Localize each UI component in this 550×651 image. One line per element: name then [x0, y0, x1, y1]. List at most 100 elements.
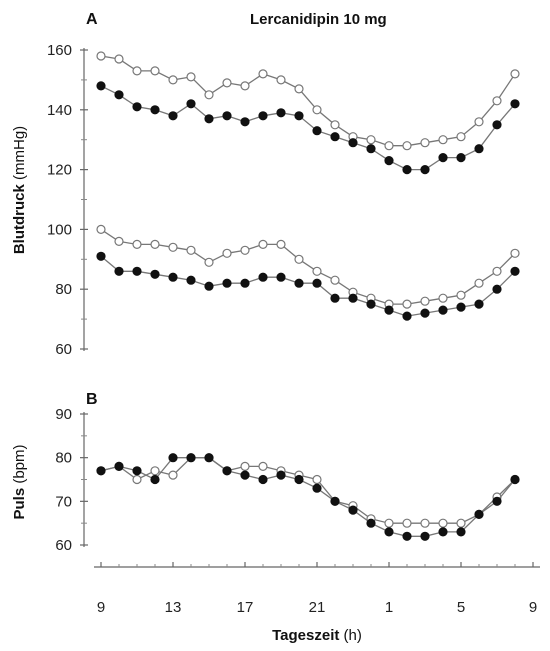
panel-a-series-1-point [168, 111, 178, 121]
panel-a-series-0-line [100, 55, 516, 147]
panel-a-series-0-point [456, 132, 466, 142]
panel-a-series-0-point [474, 117, 484, 127]
panel-a-series-3-point [258, 272, 268, 282]
panel-a-series-1-point [132, 102, 142, 112]
panel-a-series-0-point [186, 72, 196, 82]
panel-a-series-1-point [420, 165, 430, 175]
panel-a-series-2-point [510, 248, 520, 258]
panel-a-series-2-point [168, 242, 178, 252]
panel-b-series-1-point [258, 474, 268, 485]
x-tick-label: 21 [309, 599, 326, 616]
panel-a-series-3-point [438, 305, 448, 315]
panel-a-series-2-point [438, 293, 448, 303]
panel-b-series-1-line [100, 457, 516, 537]
chart-title: Lercanidipin 10 mg [250, 11, 387, 28]
panel-b-series-1-point [474, 509, 484, 520]
panel-a-series-1-point [258, 111, 268, 121]
panel-b-series-1-point [366, 518, 376, 528]
x-tick-label: 9 [529, 599, 537, 616]
panel-a-series-0-point [168, 75, 178, 85]
panel-a-series-0-point [420, 138, 430, 148]
panel-a-series-1-point [474, 144, 484, 154]
panel-a-series-1-point [348, 138, 358, 148]
panel-a-series-3-point [510, 266, 520, 276]
panel-a-series-3-point [366, 299, 376, 309]
panel-a-series-1-point [402, 165, 412, 175]
panel-b-series-1-point [330, 496, 340, 506]
panel-a-series-0-point [258, 69, 268, 79]
panel-a-series-1-point [510, 99, 520, 109]
panel-a-series-3-point [402, 311, 412, 321]
panel-a-series-0-point [222, 78, 232, 88]
panel-a-series-3-point [150, 269, 160, 279]
panel-a-series-3-point [276, 272, 286, 282]
panel-a-series-1-point [150, 105, 160, 115]
panel-a-series-2-point [114, 236, 124, 246]
panel-a-letter: A [86, 11, 98, 28]
panel-b-y-tick-label: 80 [55, 450, 72, 467]
panel-a-series-0-point [366, 135, 376, 145]
panel-a-series-0-point [402, 141, 412, 151]
panel-a-series-3-point [348, 293, 358, 303]
panel-a-series-1-point [96, 81, 106, 91]
panel-b-series-0-point [150, 466, 160, 476]
panel-a-series-0-point [492, 96, 502, 106]
panel-b-series-0-point [132, 474, 142, 485]
panel-a-y-tick-label: 60 [55, 341, 72, 358]
panel-b-series-0-point [402, 518, 412, 528]
panel-b-series-1-point [222, 466, 232, 476]
panel-a-series-2-point [132, 239, 142, 249]
panel-b-ylabel: Puls (bpm) [11, 444, 28, 519]
panel-a-series-3-point [474, 299, 484, 309]
panel-a-series-1-point [294, 111, 304, 121]
panel-b-series-0-point [258, 461, 268, 471]
panel-a-series-0-point [204, 90, 214, 100]
panel-a-series-3-point [240, 278, 250, 288]
panel-a-ylabel: Blutdruck (mmHg) [11, 126, 28, 254]
panel-a-series-0-point [312, 105, 322, 115]
panel-a-series-0-point [384, 141, 394, 151]
panel-b-y-tick-label: 70 [55, 493, 72, 510]
panel-b-series-1-point [276, 470, 286, 480]
panel-b-series-0-point [456, 518, 466, 528]
panel-b-series-0-point [168, 470, 178, 480]
panel-b-series-1-point [240, 470, 250, 480]
panel-a-series-0-point [330, 120, 340, 130]
panel-a-plot: 60 80 100 120 140 160 [47, 42, 520, 358]
panel-b-letter: B [86, 391, 98, 408]
panel-a-series-2-point [492, 266, 502, 276]
panel-a-series-3-point [204, 281, 214, 291]
panel-a-series-2-point [294, 254, 304, 264]
panel-a-series-2-point [96, 224, 106, 234]
panel-b-series-0-point [312, 474, 322, 485]
panel-b-series-0-point [240, 461, 250, 471]
panel-a-y-tick-label: 100 [47, 221, 72, 238]
panel-a-series-2-point [276, 239, 286, 249]
panel-a-series-2-point [204, 257, 214, 267]
panel-b-series-1-point [132, 466, 142, 476]
panel-a-series-3-point [492, 284, 502, 294]
panel-a-series-2-line [100, 228, 516, 305]
panel-a-series-2-point [240, 245, 250, 255]
x-tick-label: 17 [237, 599, 254, 616]
panel-b-series-1-point [114, 461, 124, 471]
panel-a-series-2-point [258, 239, 268, 249]
panel-a-series-3-point [420, 308, 430, 318]
panel-b-series-1-point [150, 474, 160, 485]
panel-a-series-1-point [276, 108, 286, 118]
panel-a-series-1-point [240, 117, 250, 127]
panel-b-plot: 60 70 80 90 [55, 406, 520, 554]
panel-b-series-1-point [168, 453, 178, 463]
x-tick-label: 1 [385, 599, 393, 616]
panel-a-series-1-point [204, 114, 214, 124]
panel-a-series-3-point [456, 302, 466, 312]
panel-b-series-1-point [312, 483, 322, 493]
panel-a-series-2-point [222, 248, 232, 258]
panel-a-series-0-point [150, 66, 160, 76]
x-tick-label: 9 [97, 599, 105, 616]
panel-b-series-0-point [438, 518, 448, 528]
panel-a-series-1-point [456, 153, 466, 163]
panel-b-series-1-point [204, 453, 214, 463]
panel-a-series-3-point [330, 293, 340, 303]
panel-a-series-2-point [330, 275, 340, 285]
